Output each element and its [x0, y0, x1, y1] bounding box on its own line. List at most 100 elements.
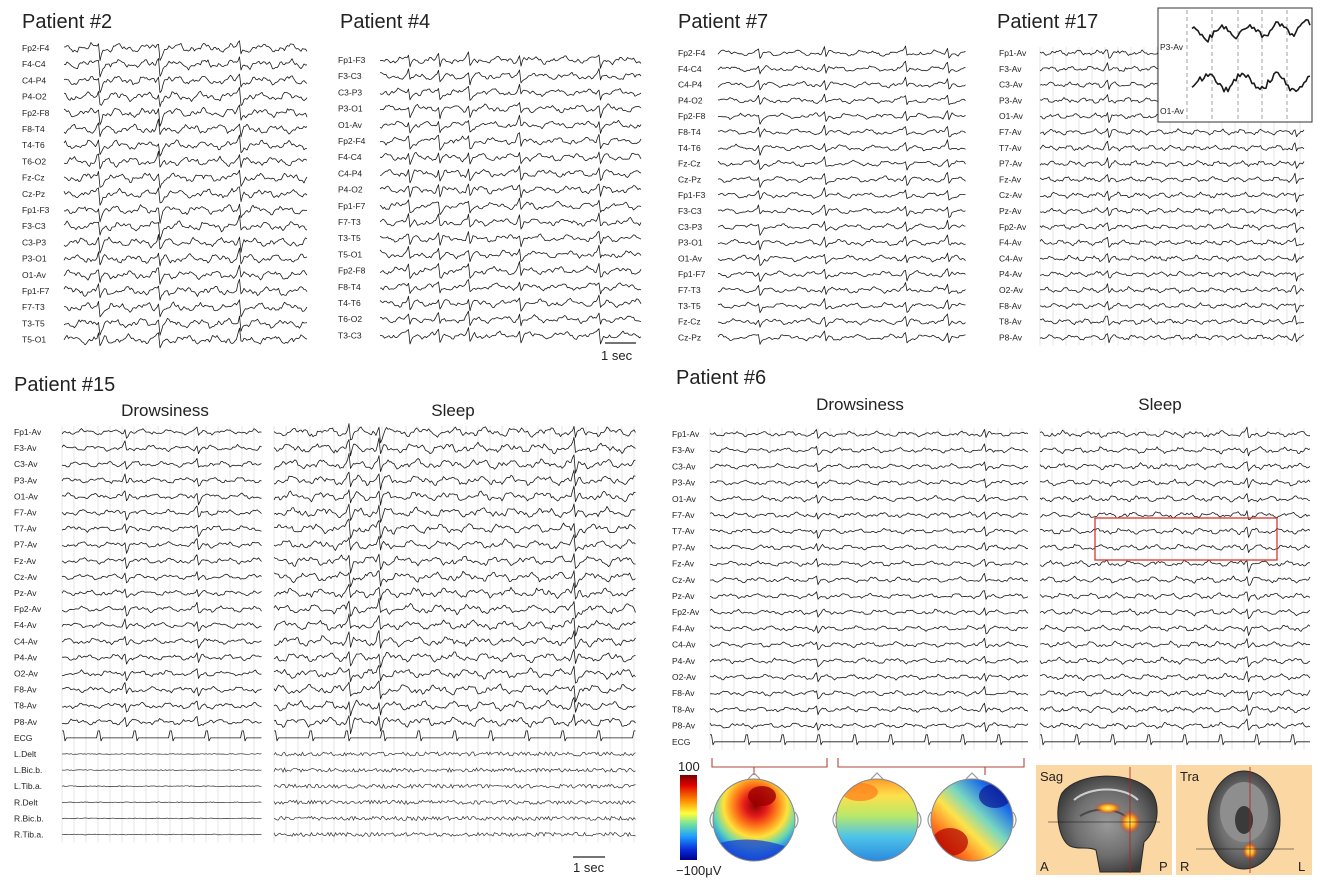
channel-label: T4-T6 — [22, 140, 45, 150]
panel-title-p2: Patient #2 — [22, 11, 112, 33]
channel-label: Fp1-Av — [999, 48, 1027, 58]
eeg-trace — [273, 570, 636, 588]
eeg-trace — [61, 505, 262, 521]
channel-label: F7-Av — [14, 508, 37, 518]
channel-label: F4-Av — [999, 238, 1022, 248]
channel-label: L.Bic.b. — [14, 765, 42, 775]
eeg-trace — [1039, 426, 1311, 439]
eeg-trace — [1039, 236, 1305, 248]
channel-label: T8-Av — [14, 701, 37, 711]
eeg-trace — [63, 87, 308, 108]
eeg-trace — [61, 426, 262, 439]
eeg-trace — [1039, 526, 1311, 538]
eeg-trace — [273, 436, 636, 457]
eeg-trace — [379, 294, 642, 312]
channel-label: Fp2-Av — [672, 607, 700, 617]
eeg-trace — [709, 443, 1029, 456]
eeg-trace — [717, 60, 966, 75]
channel-label: F7-T3 — [22, 302, 45, 312]
p6-drowsiness-title: Drowsiness — [816, 395, 904, 414]
eeg-trace — [63, 315, 308, 336]
eeg-trace — [1039, 638, 1311, 649]
eeg-trace — [61, 473, 262, 487]
channel-label: P7-Av — [672, 542, 696, 552]
highlight-box — [1094, 517, 1278, 561]
eeg-trace — [1040, 734, 1310, 746]
channel-label: O1-Av — [22, 270, 47, 280]
eeg-trace — [717, 110, 966, 125]
channel-label: P3-Av — [999, 95, 1023, 105]
eeg-trace — [273, 815, 636, 822]
channel-label: Fz-Av — [999, 174, 1022, 184]
eeg-trace — [379, 132, 642, 151]
channel-label: L.Tib.a. — [14, 781, 42, 791]
eeg-trace — [273, 680, 636, 703]
channel-label: Fp2-F4 — [338, 136, 366, 146]
panel-title-p15: Patient #15 — [14, 374, 115, 396]
eeg-trace — [709, 478, 1029, 489]
channel-label: Fp1-Av — [672, 429, 700, 439]
eeg-trace — [1039, 493, 1311, 503]
channel-label: F3-C3 — [678, 206, 702, 216]
channel-label: F4-C4 — [678, 64, 702, 74]
channel-label: F7-T3 — [338, 217, 361, 227]
eeg-trace — [717, 330, 966, 345]
eeg-trace — [63, 278, 308, 301]
eeg-trace — [273, 582, 636, 601]
eeg-trace — [273, 799, 636, 806]
scalebar-p15: 1 sec — [573, 856, 605, 875]
eeg-trace — [63, 214, 308, 241]
eeg-trace — [1039, 253, 1305, 263]
channel-label: F8-T4 — [338, 282, 361, 292]
eeg-trace — [1039, 575, 1311, 586]
channel-label: Fp2-F8 — [678, 111, 706, 121]
eeg-trace — [379, 197, 642, 215]
eeg-trace — [1039, 283, 1305, 295]
eeg-trace — [718, 204, 966, 218]
eeg-trace — [717, 45, 966, 59]
channel-label: C3-P3 — [22, 237, 46, 247]
eeg-trace — [62, 730, 262, 742]
eeg-trace — [717, 298, 966, 314]
eeg-trace — [379, 151, 642, 165]
eeg-trace — [1039, 207, 1305, 217]
channel-label: Fz-Cz — [22, 173, 45, 183]
eeg-trace — [63, 150, 308, 170]
eeg-trace — [379, 102, 642, 120]
p6-sleep-title: Sleep — [1138, 395, 1181, 414]
channel-label: Fp1-F7 — [22, 286, 50, 296]
channel-label: Fp2-F4 — [678, 48, 706, 58]
channel-label: P3-O1 — [22, 254, 47, 264]
eeg-trace — [273, 485, 636, 506]
eeg-trace — [273, 503, 636, 523]
eeg-trace — [709, 526, 1029, 539]
mri-transverse: Tra R L — [1176, 765, 1312, 875]
channel-label: T4-T6 — [678, 143, 701, 153]
eeg-trace — [1039, 157, 1305, 169]
channel-label: T6-O2 — [338, 314, 362, 324]
eeg-trace — [1039, 656, 1311, 668]
eeg-trace — [379, 51, 642, 69]
eeg-trace — [61, 753, 262, 755]
eeg-trace — [709, 637, 1029, 650]
mri-tra-label: Tra — [1180, 769, 1200, 784]
eeg-trace — [709, 722, 1029, 733]
eeg-trace — [717, 234, 966, 251]
channel-label: F3-C3 — [338, 71, 362, 81]
panel-title-p17: Patient #17 — [997, 11, 1098, 33]
eeg-trace — [1039, 172, 1305, 184]
channel-label: Cz-Av — [999, 190, 1023, 200]
eeg-trace — [61, 785, 262, 787]
eeg-trace — [1039, 461, 1311, 472]
channel-label: C4-P4 — [678, 80, 702, 90]
channel-label: P3-Av — [672, 478, 696, 488]
channel-label: T6-O2 — [22, 156, 46, 166]
channel-label: P4-Av — [14, 652, 38, 662]
channel-label: P4-Av — [999, 269, 1023, 279]
eeg-trace — [709, 511, 1029, 520]
eeg-trace — [273, 767, 636, 774]
eeg-trace — [63, 40, 308, 62]
eeg-trace — [61, 833, 262, 836]
channel-label: Pz-Av — [14, 588, 37, 598]
eeg-trace — [273, 831, 636, 838]
